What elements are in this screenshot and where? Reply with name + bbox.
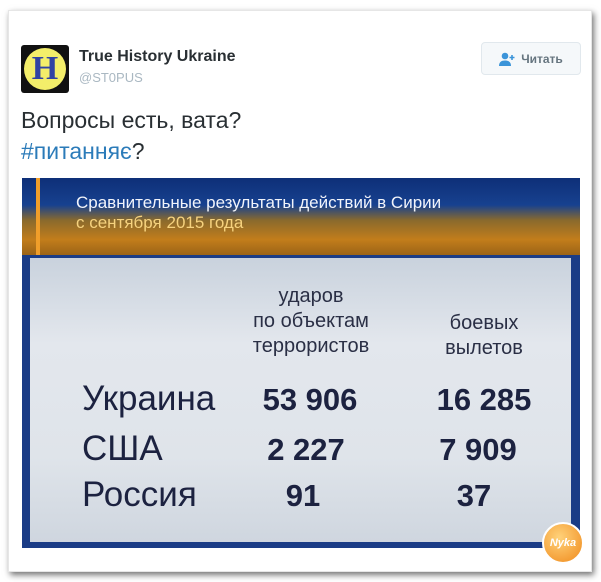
tweet-image[interactable]: Сравнительные результаты действий в Сири… <box>22 178 580 548</box>
tweet-line: Вопросы есть, вата? <box>21 107 242 133</box>
image-title: Сравнительные результаты действий в Сири… <box>76 193 442 212</box>
header-line: вылетов <box>445 337 523 359</box>
follow-label: Читать <box>521 51 563 66</box>
title-band: Сравнительные результаты действий в Сири… <box>22 178 580 255</box>
row-label: Россия <box>82 475 197 514</box>
header-line: ударов <box>278 285 344 307</box>
row-label: США <box>82 429 163 468</box>
sorties-value: 7 909 <box>439 432 517 467</box>
sorties-value: 16 285 <box>436 382 532 417</box>
avatar-circle <box>24 48 66 90</box>
follow-user-icon <box>499 52 515 66</box>
hashtag-suffix: ? <box>131 138 145 164</box>
column-header-strikes: ударов по объектам террористов <box>226 284 396 359</box>
strikes-value: 2 227 <box>267 432 345 467</box>
tweet-text: Вопросы есть, вата? #питанняє? <box>21 105 241 167</box>
avatar-letter: H <box>31 50 59 87</box>
results-panel: ударов по объектам террористов боевых вы… <box>30 258 571 542</box>
author-handle[interactable]: @ST0PUS <box>79 70 143 85</box>
row-label: Украина <box>82 379 216 418</box>
header-line: по объектам <box>253 310 369 332</box>
column-header-sorties: боевых вылетов <box>419 311 549 361</box>
watermark-logo: Nyka <box>542 522 584 564</box>
strikes-value: 53 906 <box>262 382 358 417</box>
avatar[interactable]: H <box>21 45 69 93</box>
header-line: террористов <box>252 335 370 357</box>
strikes-value: 91 <box>285 478 321 513</box>
follow-button[interactable]: Читать <box>481 42 581 75</box>
author-name[interactable]: True History Ukraine <box>79 48 236 65</box>
sorties-value: 37 <box>456 478 492 513</box>
header-line: боевых <box>449 312 519 334</box>
image-subtitle: с сентября 2015 года <box>76 213 244 232</box>
band-edge <box>36 178 40 255</box>
hashtag-link[interactable]: #питанняє <box>21 138 132 164</box>
